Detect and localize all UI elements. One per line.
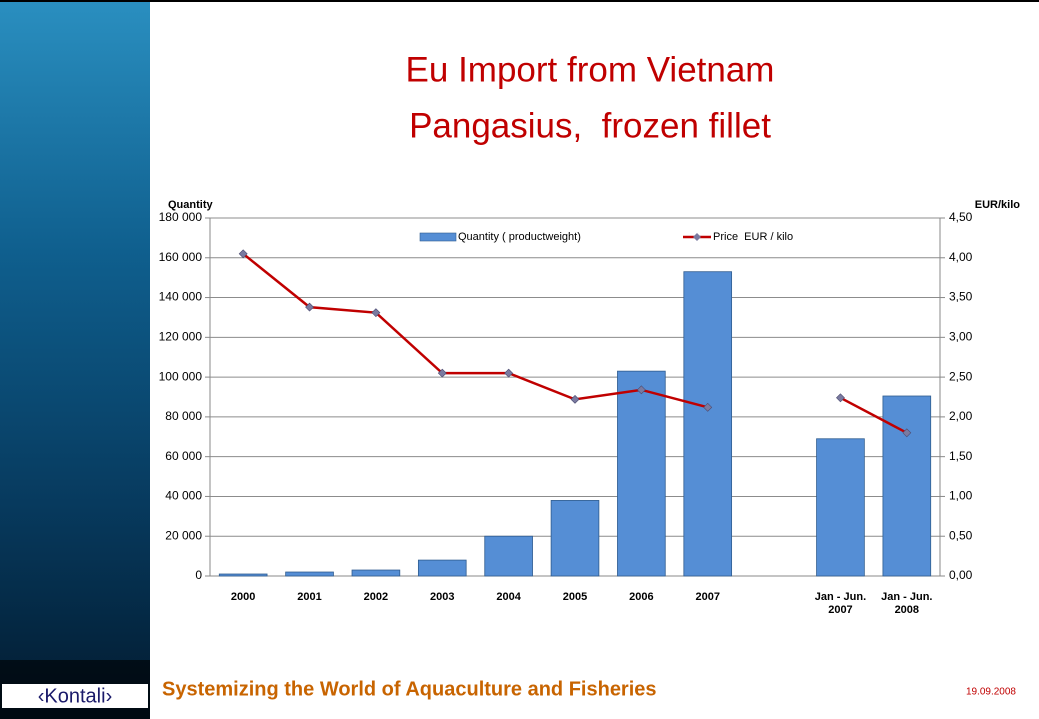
legend-marker bbox=[693, 233, 701, 241]
x-tick-label: 2001 bbox=[297, 591, 322, 603]
chart-title: Eu Import from Vietnam bbox=[406, 50, 775, 89]
y2-tick-label: 3,50 bbox=[949, 290, 973, 304]
legend-label: Price EUR / kilo bbox=[713, 231, 793, 243]
y2-tick-label: 4,00 bbox=[949, 250, 973, 264]
x-tick-label: 2002 bbox=[363, 591, 389, 603]
price-marker bbox=[238, 249, 248, 259]
x-tick-label: 2004 bbox=[496, 591, 521, 603]
y2-tick-label: 2,50 bbox=[949, 369, 973, 383]
price-marker bbox=[305, 302, 314, 312]
bar bbox=[882, 395, 932, 577]
y-tick-label: 0 bbox=[195, 568, 202, 582]
y2-tick-label: 4,50 bbox=[949, 210, 973, 224]
price-marker bbox=[371, 308, 381, 318]
legend-label: Quantity ( productweight) bbox=[458, 231, 581, 243]
y2-axis-title: EUR/kilo bbox=[975, 199, 1021, 211]
bar bbox=[683, 271, 733, 577]
y-tick-label: 80 000 bbox=[165, 409, 202, 423]
y-tick-label: 60 000 bbox=[165, 449, 202, 463]
price-marker bbox=[437, 368, 447, 378]
y-tick-label: 180 000 bbox=[159, 210, 203, 224]
x-tick-label: 2003 bbox=[430, 591, 455, 603]
price-marker bbox=[636, 385, 646, 395]
logo-box bbox=[2, 684, 148, 708]
price-marker bbox=[570, 394, 580, 404]
logo: ‹Kontali› bbox=[38, 685, 112, 707]
tagline: Systemizing the World of Aquaculture and… bbox=[162, 678, 657, 700]
x-tick-label: Jan - Jun. 2008 bbox=[881, 591, 933, 616]
y-tick-label: 20 000 bbox=[165, 528, 202, 542]
x-tick-label: 2007 bbox=[695, 591, 720, 603]
x-tick-label: 2000 bbox=[230, 591, 256, 603]
date: 19.09.2008 bbox=[966, 687, 1016, 698]
y2-tick-label: 3,00 bbox=[949, 330, 973, 344]
y2-tick-label: 2,00 bbox=[949, 409, 973, 423]
bar bbox=[550, 500, 600, 577]
y2-tick-label: 1,00 bbox=[949, 489, 973, 503]
x-tick-label: 2006 bbox=[629, 591, 654, 603]
x-tick-label: 2005 bbox=[562, 591, 588, 603]
price-marker bbox=[902, 428, 912, 438]
price-marker bbox=[836, 393, 845, 403]
y-axis-title: Quantity bbox=[168, 199, 213, 211]
y-tick-label: 160 000 bbox=[159, 250, 203, 264]
bar bbox=[816, 438, 865, 577]
chart-subtitle: Pangasius, frozen fillet bbox=[409, 106, 771, 145]
bar bbox=[417, 559, 467, 577]
bar bbox=[218, 573, 268, 577]
bar bbox=[351, 569, 401, 577]
y-tick-label: 140 000 bbox=[159, 290, 203, 304]
y-tick-label: 100 000 bbox=[159, 369, 203, 383]
price-marker bbox=[504, 368, 514, 378]
y2-tick-label: 0,00 bbox=[949, 568, 973, 582]
bar bbox=[484, 535, 533, 577]
price-marker bbox=[703, 402, 713, 412]
y-tick-label: 120 000 bbox=[159, 330, 203, 344]
price-line bbox=[242, 252, 908, 434]
bar bbox=[617, 370, 666, 577]
y-tick-label: 40 000 bbox=[165, 489, 202, 503]
x-tick-label: Jan - Jun. 2007 bbox=[814, 591, 867, 616]
y2-tick-label: 0,50 bbox=[949, 528, 973, 542]
legend-swatch bbox=[419, 232, 457, 242]
bar bbox=[285, 571, 334, 577]
side-image bbox=[0, 0, 150, 719]
y2-tick-label: 1,50 bbox=[949, 449, 973, 463]
